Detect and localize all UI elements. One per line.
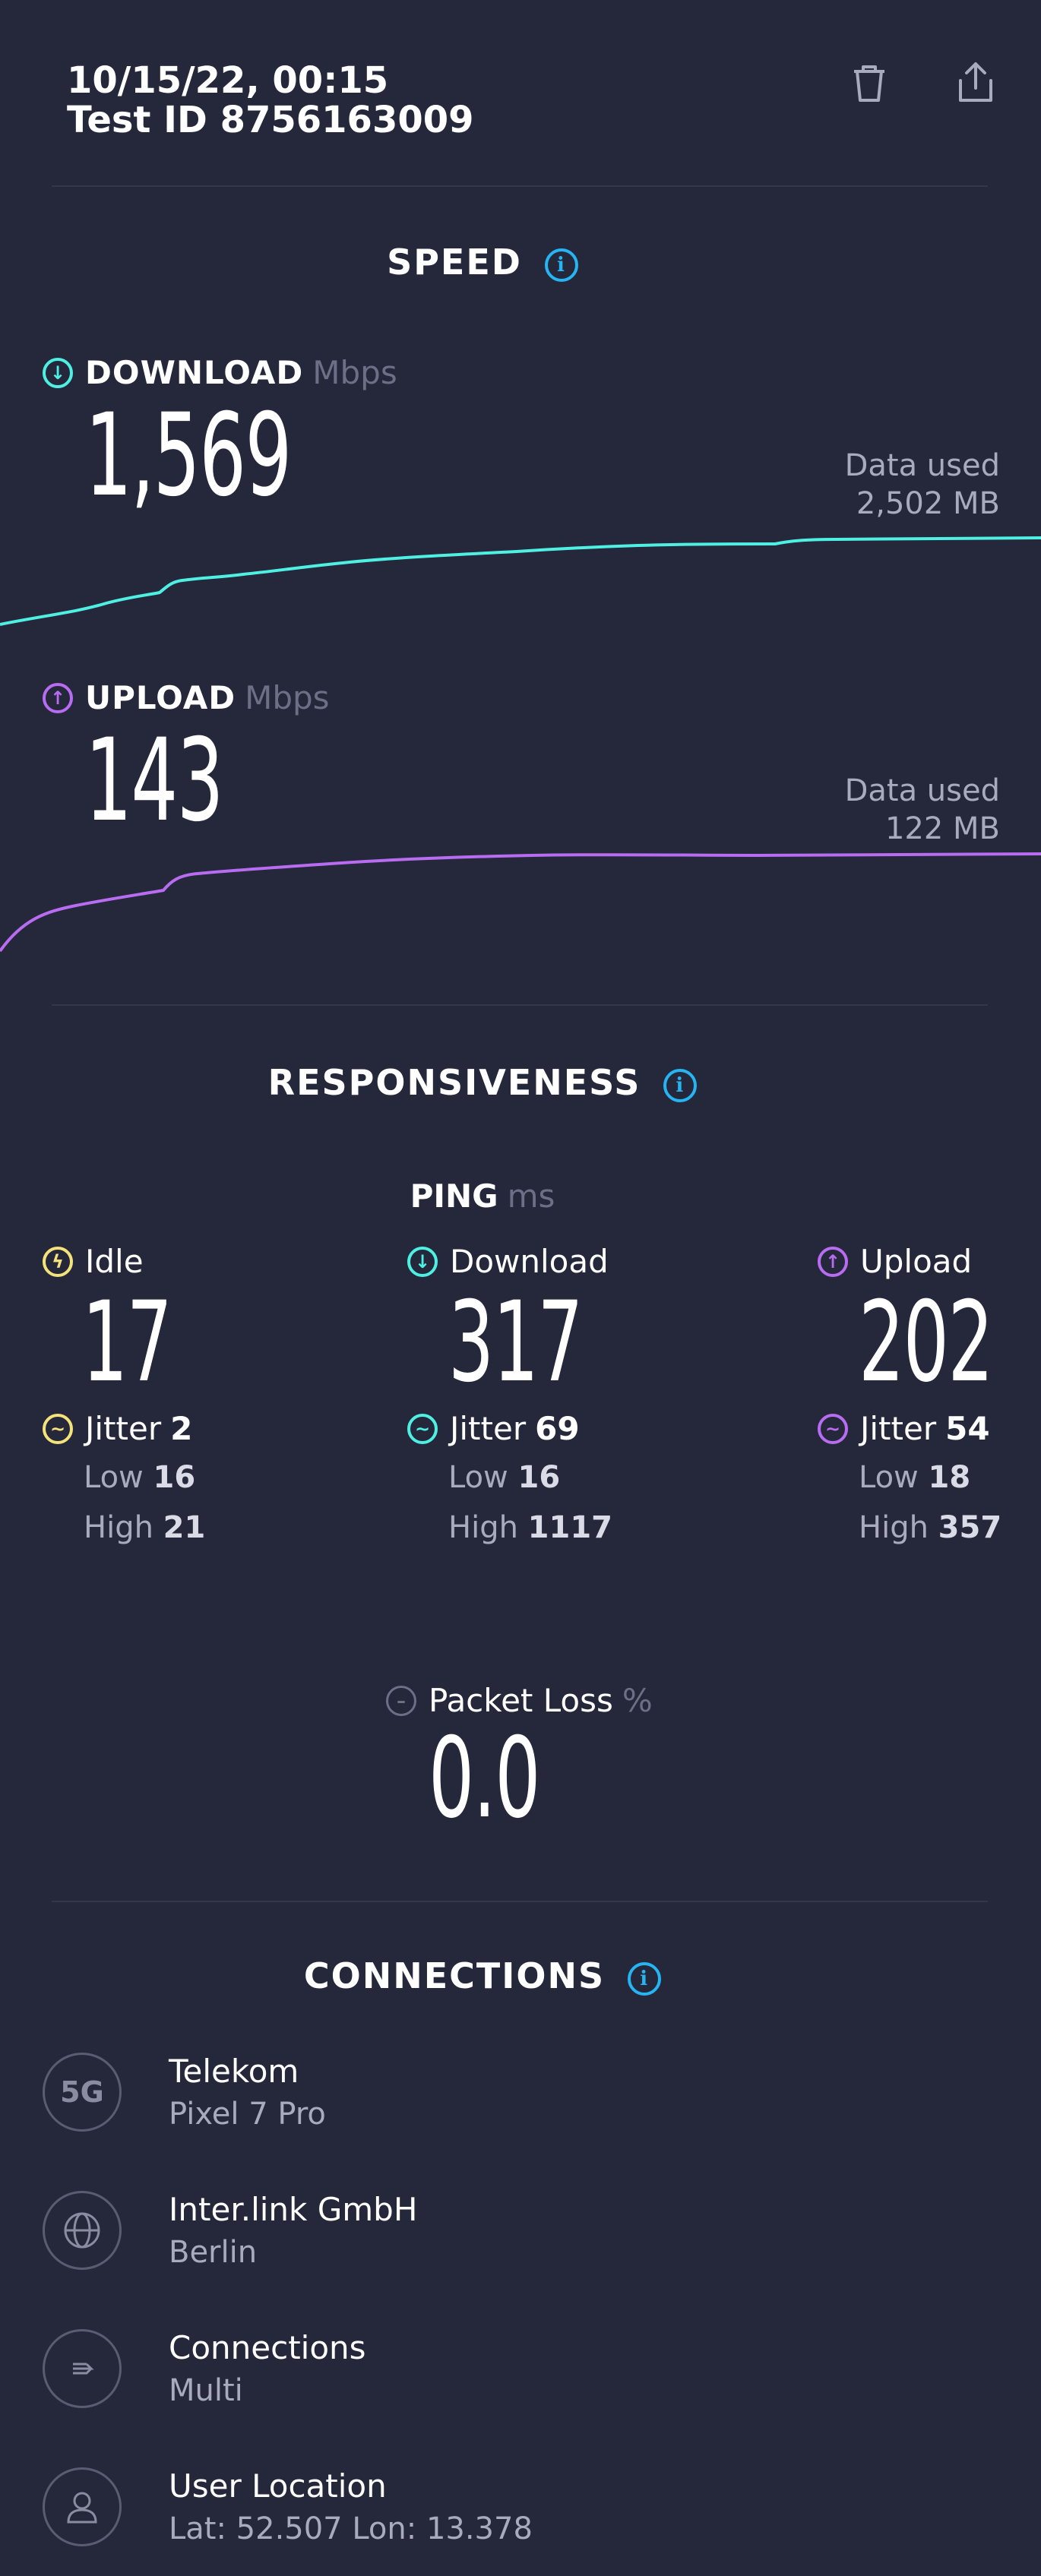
info-icon[interactable]: i: [628, 1961, 662, 1996]
ping-idle-high-value: 21: [163, 1510, 206, 1545]
test-datetime: 10/15/22, 00:15: [67, 59, 389, 102]
ping-upload-high-label: High: [859, 1510, 929, 1545]
responsiveness-section-title: RESPONSIVENESS i: [0, 1062, 965, 1103]
upload-data-used: Data used 122 MB: [845, 772, 1000, 848]
ping-upload-label-row: ↑ Upload: [818, 1243, 972, 1280]
upload-label-row: ↑ UPLOAD Mbps: [43, 679, 330, 716]
ping-upload-label: Upload: [860, 1243, 973, 1280]
upload-arrow-icon: ↑: [818, 1246, 848, 1277]
ping-download-high: High 1117: [448, 1510, 612, 1545]
connection-mode-subtitle: Multi: [169, 2373, 243, 2408]
ping-idle-high: High 21: [84, 1510, 205, 1545]
ping-upload-low-label: Low: [859, 1460, 919, 1495]
connections-section-title: CONNECTIONS i: [0, 1955, 965, 1996]
download-arrow-icon: ↓: [43, 357, 73, 388]
ping-idle-value: 17: [82, 1278, 172, 1407]
packet-loss-label: Packet Loss: [429, 1682, 613, 1719]
ping-idle-label-row: ϟ Idle: [43, 1243, 144, 1280]
connection-location-title: User Location: [169, 2467, 387, 2505]
globe-icon: [43, 2191, 122, 2270]
ping-idle-label: Idle: [85, 1243, 144, 1280]
jitter-wave-icon: ~: [407, 1413, 438, 1444]
ping-upload-jitter-label: Jitter: [860, 1410, 937, 1447]
upload-arrow-icon: ↑: [43, 682, 73, 713]
ping-download-jitter-value: 69: [535, 1410, 580, 1447]
ping-unit: ms: [507, 1177, 555, 1215]
connection-mode-title: Connections: [169, 2329, 366, 2366]
ping-download-jitter-row: ~ Jitter 69: [407, 1410, 580, 1447]
connection-location-subtitle: Lat: 52.507 Lon: 13.378: [169, 2511, 533, 2546]
ping-download-high-label: High: [448, 1510, 518, 1545]
download-unit: Mbps: [312, 354, 397, 391]
responsiveness-title: RESPONSIVENESS: [267, 1062, 641, 1103]
ping-download-high-value: 1117: [527, 1510, 612, 1545]
ping-idle-low: Low 16: [84, 1460, 195, 1495]
download-speed-graph: [0, 536, 1041, 626]
upload-speed-graph: [0, 852, 1041, 953]
connections-icon: [43, 2329, 122, 2408]
download-data-used-label: Data used: [844, 448, 1000, 483]
download-data-used: Data used 2,502 MB: [845, 447, 1000, 523]
ping-download-low-label: Low: [448, 1460, 508, 1495]
download-label: DOWNLOAD: [85, 354, 304, 391]
ping-upload-value: 202: [859, 1278, 994, 1407]
ping-idle-low-label: Low: [84, 1460, 144, 1495]
ping-upload-jitter-row: ~ Jitter 54: [818, 1410, 990, 1447]
idle-bolt-icon: ϟ: [43, 1246, 73, 1277]
ping-upload-jitter-value: 54: [945, 1410, 990, 1447]
connection-provider-title: Telekom: [169, 2053, 299, 2090]
share-icon[interactable]: [953, 59, 998, 105]
ping-download-label: Download: [450, 1243, 609, 1280]
ping-download-value: 317: [448, 1278, 584, 1407]
upload-data-used-label: Data used: [844, 773, 1000, 808]
download-data-used-value: 2,502 MB: [856, 486, 1000, 521]
divider: [52, 185, 988, 187]
ping-upload-high-value: 357: [938, 1510, 1002, 1545]
ping-download-low: Low 16: [448, 1460, 560, 1495]
ping-download-label-row: ↓ Download: [407, 1243, 609, 1280]
upload-unit: Mbps: [245, 679, 330, 716]
info-icon[interactable]: i: [663, 1068, 698, 1102]
upload-speed-value: 143: [85, 715, 224, 847]
speed-section-title: SPEED i: [0, 242, 965, 283]
download-arrow-icon: ↓: [407, 1246, 438, 1277]
packet-loss-value: 0.0: [429, 1714, 540, 1843]
ping-upload-high: High 357: [859, 1510, 1001, 1545]
ping-idle-high-label: High: [84, 1510, 153, 1545]
jitter-wave-icon: ~: [818, 1413, 848, 1444]
upload-label: UPLOAD: [85, 679, 236, 716]
download-label-row: ↓ DOWNLOAD Mbps: [43, 354, 397, 391]
ping-label: PING: [410, 1177, 498, 1215]
upload-data-used-value: 122 MB: [884, 811, 1000, 846]
ping-upload-low-value: 18: [928, 1460, 971, 1495]
connection-provider-subtitle: Pixel 7 Pro: [169, 2097, 326, 2132]
connection-server-subtitle: Berlin: [169, 2235, 258, 2270]
download-speed-value: 1,569: [85, 390, 292, 522]
divider: [52, 1901, 988, 1902]
info-icon[interactable]: i: [544, 248, 578, 282]
speed-title: SPEED: [387, 242, 522, 283]
ping-header: PING ms: [0, 1177, 965, 1215]
connections-title: CONNECTIONS: [303, 1955, 606, 1996]
ping-idle-jitter-row: ~ Jitter 2: [43, 1410, 192, 1447]
test-id: Test ID 8756163009: [67, 99, 474, 141]
ping-download-jitter-label: Jitter: [450, 1410, 527, 1447]
packet-loss-label-row: – Packet Loss %: [386, 1682, 653, 1719]
connection-server-title: Inter.link GmbH: [169, 2191, 418, 2228]
jitter-wave-icon: ~: [43, 1413, 73, 1444]
ping-idle-jitter-label: Jitter: [85, 1410, 162, 1447]
packet-loss-unit: %: [622, 1682, 653, 1719]
ping-idle-low-value: 16: [153, 1460, 196, 1495]
ping-upload-low: Low 18: [859, 1460, 970, 1495]
ping-idle-jitter-value: 2: [170, 1410, 193, 1447]
user-icon: [43, 2467, 122, 2546]
5g-icon: 5G: [43, 2053, 122, 2132]
packet-loss-icon: –: [386, 1685, 416, 1716]
divider: [52, 1004, 988, 1006]
5g-icon-text: 5G: [60, 2075, 104, 2109]
ping-download-low-value: 16: [517, 1460, 561, 1495]
trash-icon[interactable]: [846, 61, 892, 106]
